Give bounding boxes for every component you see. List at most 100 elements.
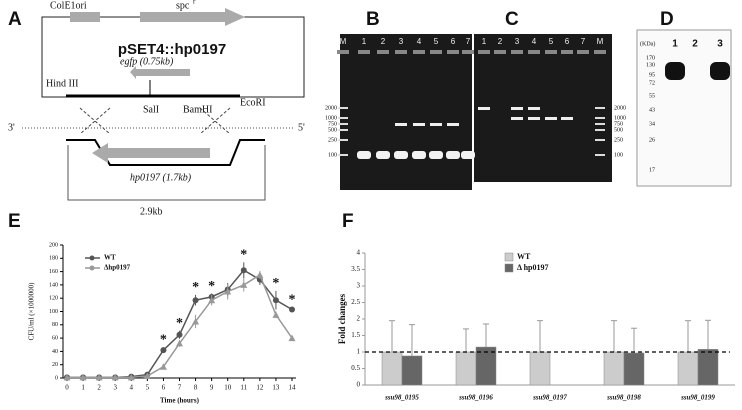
gel-well bbox=[545, 50, 557, 54]
lane-label: 3 bbox=[399, 37, 404, 46]
panel-label: C bbox=[505, 9, 519, 30]
gel-well bbox=[337, 50, 349, 54]
x-tick-label: ssu98_0195 bbox=[384, 394, 419, 402]
y-tick-label: 2 bbox=[357, 315, 361, 323]
x-tick-label: 5 bbox=[146, 384, 150, 392]
x-tick-label: 3 bbox=[113, 384, 117, 392]
gel-band bbox=[561, 117, 573, 120]
x-tick-label: 10 bbox=[224, 384, 232, 392]
y-tick-label: 2.5 bbox=[351, 298, 360, 306]
lane-label: 1 bbox=[672, 39, 678, 50]
gel-band bbox=[595, 107, 605, 109]
marker-label: 750 bbox=[614, 121, 623, 127]
lane-label: 4 bbox=[417, 37, 422, 46]
egfp-label: egfp (0.75kb) bbox=[120, 56, 174, 67]
bar bbox=[529, 351, 551, 386]
lane-label: 2 bbox=[498, 37, 503, 46]
bar bbox=[677, 351, 699, 386]
bar bbox=[381, 351, 403, 386]
lane-label: 2 bbox=[692, 39, 698, 50]
spc-sup: r bbox=[193, 0, 196, 6]
x-tick-label: 8 bbox=[194, 384, 198, 392]
marker-label: 95 bbox=[649, 72, 655, 78]
lane-label: 5 bbox=[434, 37, 439, 46]
gel-band bbox=[595, 117, 605, 119]
x-tick-label: ssu98_0198 bbox=[606, 394, 641, 402]
y-tick-label: 3.5 bbox=[351, 265, 360, 273]
gel-band bbox=[461, 151, 475, 159]
egfp-arrow bbox=[130, 66, 190, 79]
y-tick-label: 0.5 bbox=[351, 364, 360, 372]
panel-label: D bbox=[660, 9, 674, 30]
marker-label: 170 bbox=[646, 55, 655, 61]
locus-line bbox=[66, 139, 265, 166]
lane-label: 6 bbox=[565, 37, 570, 46]
spc-arrow bbox=[140, 8, 245, 26]
gel-band bbox=[595, 123, 605, 125]
annotation: * bbox=[240, 248, 247, 263]
gel-band bbox=[446, 151, 460, 159]
y-tick-label: 60 bbox=[52, 335, 58, 341]
gel-well bbox=[413, 50, 425, 54]
plasmid-name: pSET4::hp0197 bbox=[118, 41, 226, 58]
bar bbox=[401, 355, 423, 386]
gel-well bbox=[358, 50, 370, 54]
legend-swatch bbox=[504, 252, 514, 262]
blot bbox=[636, 29, 732, 187]
spc-label: spc bbox=[176, 0, 190, 11]
gel-well bbox=[528, 50, 540, 54]
marker-label: 1000 bbox=[614, 115, 626, 121]
point bbox=[192, 317, 200, 325]
marker-label: 250 bbox=[614, 137, 623, 143]
lane-label: 2 bbox=[381, 37, 386, 46]
blot-band bbox=[710, 62, 730, 80]
y-tick-label: 20 bbox=[52, 362, 58, 368]
gel-band bbox=[376, 151, 390, 159]
gel-band bbox=[412, 151, 426, 159]
panel-label: E bbox=[8, 211, 21, 232]
y-tick-label: 140 bbox=[49, 282, 58, 288]
lane-label: 1 bbox=[362, 37, 367, 46]
gel bbox=[340, 34, 472, 190]
annotation: * bbox=[192, 280, 199, 295]
size-bracket bbox=[67, 145, 266, 201]
annotation: * bbox=[208, 279, 215, 294]
gel-band bbox=[429, 151, 443, 159]
y-tick-label: 160 bbox=[49, 269, 58, 275]
end-label: 3' bbox=[8, 122, 15, 133]
legend-swatch bbox=[504, 263, 514, 273]
bar bbox=[455, 351, 477, 386]
site-label: Hind III bbox=[46, 78, 79, 89]
gel-band bbox=[595, 154, 605, 156]
marker-label: 750 bbox=[328, 121, 337, 127]
x-tick-label: 0 bbox=[65, 384, 69, 392]
x-axis-label: Time (hours) bbox=[160, 397, 200, 405]
gel-band bbox=[430, 123, 442, 126]
gel-band bbox=[528, 107, 540, 110]
y-axis-label: CFU/ml (×1000000) bbox=[28, 282, 36, 340]
y-tick-label: 180 bbox=[49, 256, 58, 262]
end-label: 5' bbox=[298, 122, 305, 133]
y-tick-label: 80 bbox=[52, 322, 58, 328]
panel-label: A bbox=[8, 9, 22, 30]
y-tick-label: 40 bbox=[52, 349, 58, 355]
point bbox=[127, 373, 135, 381]
y-tick-label: 4 bbox=[357, 249, 361, 257]
bar bbox=[603, 351, 625, 386]
marker-label: 2000 bbox=[325, 105, 337, 111]
gel-well bbox=[478, 50, 490, 54]
x-tick-label: 13 bbox=[272, 384, 280, 392]
y-tick-label: 0 bbox=[357, 381, 361, 389]
x-tick-label: ssu98_0199 bbox=[680, 394, 715, 402]
lane-label: 6 bbox=[451, 37, 456, 46]
gel-well bbox=[577, 50, 589, 54]
legend-label: WT bbox=[104, 254, 116, 262]
gel-band bbox=[338, 123, 348, 125]
gel-well bbox=[447, 50, 459, 54]
site-label: BamHI bbox=[183, 104, 212, 115]
gel-band bbox=[595, 129, 605, 131]
ori-box bbox=[70, 12, 100, 22]
panel-label: F bbox=[342, 211, 354, 232]
gel-well bbox=[494, 50, 506, 54]
gel-band bbox=[338, 129, 348, 131]
